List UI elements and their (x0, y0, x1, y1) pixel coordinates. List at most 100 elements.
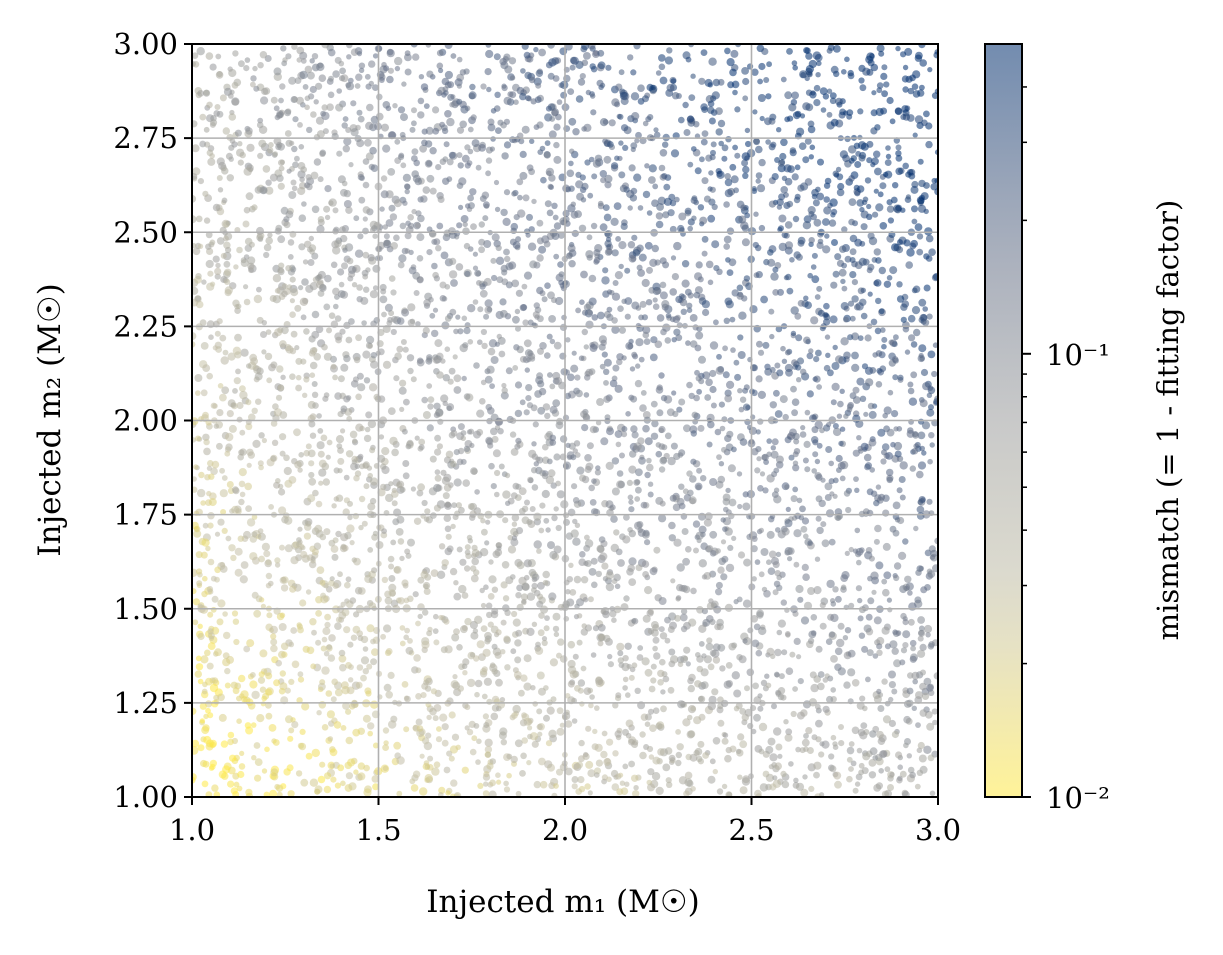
scatter-point (443, 766, 451, 774)
scatter-point (499, 58, 507, 66)
scatter-point (757, 349, 765, 356)
scatter-point (614, 155, 620, 161)
scatter-point (288, 76, 297, 85)
scatter-point (402, 460, 410, 467)
scatter-point (696, 665, 704, 673)
scatter-point (200, 342, 209, 350)
scatter-point (883, 81, 890, 88)
scatter-point (309, 618, 317, 626)
scatter-point (316, 413, 322, 419)
scatter-point (803, 601, 813, 610)
scatter-point (348, 782, 357, 791)
scatter-point (700, 138, 708, 146)
scatter-point (279, 83, 286, 90)
scatter-point (356, 455, 363, 463)
scatter-point (275, 394, 283, 401)
scatter-point (832, 423, 839, 429)
scatter-point (484, 68, 492, 76)
scatter-point (492, 550, 501, 559)
scatter-point (571, 350, 577, 356)
scatter-point (506, 753, 513, 760)
scatter-point (544, 412, 551, 420)
scatter-point (479, 587, 485, 594)
scatter-point (716, 268, 723, 275)
scatter-point (682, 718, 691, 727)
scatter-point (345, 206, 353, 214)
scatter-point (309, 249, 315, 255)
scatter-point (729, 68, 737, 77)
scatter-point (553, 253, 560, 260)
scatter-point (753, 211, 759, 217)
scatter-point (225, 535, 232, 542)
scatter-point (291, 660, 300, 669)
scatter-point (338, 75, 346, 82)
scatter-point (610, 515, 618, 523)
scatter-point (476, 738, 482, 745)
scatter-point (574, 452, 581, 458)
scatter-point (275, 224, 283, 232)
scatter-point (370, 360, 379, 369)
scatter-point (429, 455, 437, 463)
scatter-point (195, 551, 203, 559)
scatter-point (398, 254, 407, 263)
scatter-point (819, 87, 828, 95)
scatter-point (666, 781, 673, 788)
scatter-point (802, 221, 812, 230)
scatter-point (549, 439, 557, 446)
scatter-point (804, 47, 811, 54)
scatter-point (576, 639, 583, 646)
scatter-point (208, 334, 214, 341)
scatter-point (431, 767, 440, 776)
scatter-point (829, 97, 837, 105)
scatter-point (322, 627, 331, 636)
scatter-point (791, 60, 798, 66)
scatter-point (192, 195, 197, 203)
scatter-point (691, 411, 699, 419)
scatter-point (396, 756, 405, 765)
scatter-point (285, 715, 293, 724)
scatter-point (622, 676, 629, 683)
scatter-point (509, 75, 516, 81)
scatter-point (270, 768, 279, 777)
scatter-point (651, 244, 659, 253)
scatter-point (446, 158, 454, 166)
scatter-point (377, 488, 386, 497)
scatter-point (823, 302, 830, 310)
scatter-point (755, 429, 761, 435)
scatter-point (815, 719, 823, 728)
scatter-point (830, 687, 836, 693)
scatter-point (252, 439, 261, 448)
scatter-point (674, 196, 680, 203)
scatter-point (544, 140, 551, 147)
scatter-point (820, 107, 827, 113)
scatter-point (847, 668, 856, 677)
scatter-point (443, 514, 452, 522)
scatter-point (219, 489, 228, 498)
scatter-point (346, 44, 353, 49)
scatter-point (628, 465, 637, 474)
scatter-point (535, 69, 544, 78)
scatter-point (442, 492, 450, 500)
scatter-point (684, 207, 692, 215)
scatter-point (914, 54, 923, 62)
scatter-point (808, 59, 817, 69)
scatter-point (257, 676, 266, 684)
scatter-point (725, 487, 731, 494)
scatter-point (621, 426, 628, 432)
scatter-point (299, 599, 307, 607)
scatter-point (469, 442, 475, 449)
scatter-point (791, 173, 799, 181)
scatter-point (288, 641, 295, 648)
scatter-point (419, 787, 428, 796)
scatter-point (502, 595, 510, 602)
scatter-point (192, 773, 197, 781)
scatter-point (488, 790, 497, 797)
scatter-point (788, 761, 794, 767)
scatter-point (571, 718, 578, 724)
scatter-point (653, 127, 659, 133)
scatter-point (207, 522, 214, 529)
scatter-point (315, 116, 325, 125)
scatter-point (620, 97, 629, 106)
scatter-point (507, 545, 517, 554)
scatter-point (198, 471, 205, 479)
